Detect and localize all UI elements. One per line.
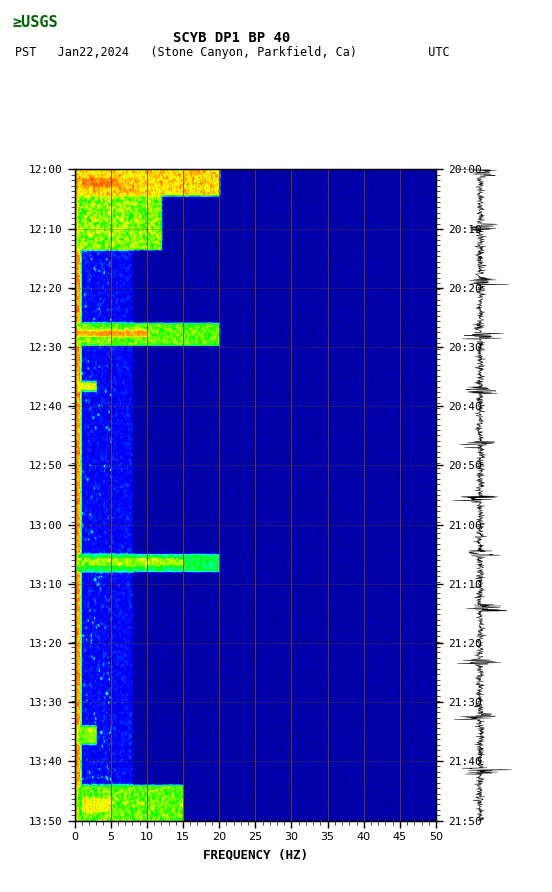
Text: ≥USGS: ≥USGS [12, 15, 58, 29]
Text: SCYB DP1 BP 40: SCYB DP1 BP 40 [173, 31, 290, 45]
Text: PST   Jan22,2024   (Stone Canyon, Parkfield, Ca)          UTC: PST Jan22,2024 (Stone Canyon, Parkfield,… [14, 46, 449, 60]
X-axis label: FREQUENCY (HZ): FREQUENCY (HZ) [203, 848, 308, 861]
